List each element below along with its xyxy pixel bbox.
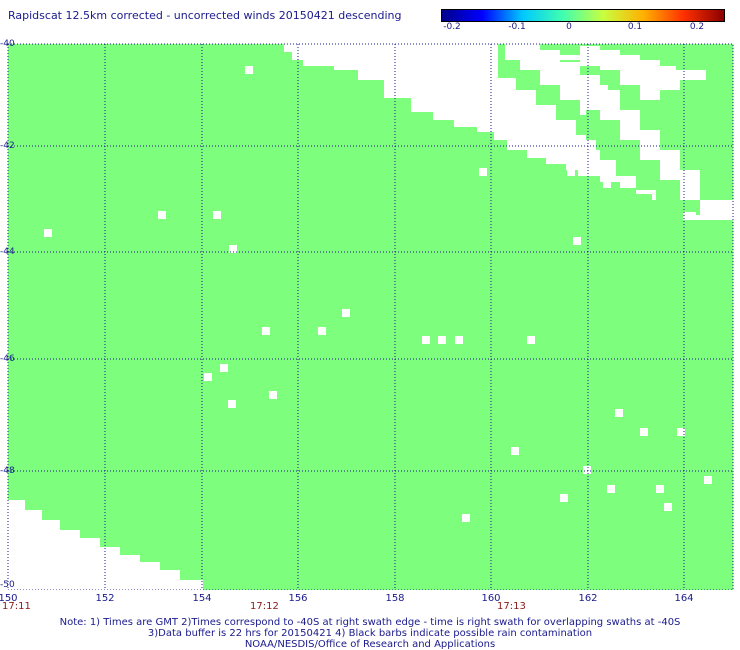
missing-data-cell [220, 364, 228, 372]
missing-data-cell [204, 373, 212, 381]
lon-label: 164 [674, 593, 694, 604]
missing-data-cell [583, 466, 591, 474]
swath-time: 17:12 [250, 601, 279, 612]
swath-strip [586, 110, 700, 215]
missing-data-cell [455, 336, 463, 344]
swath-polygon [8, 44, 733, 590]
missing-data-cell [573, 237, 581, 245]
missing-data-cell [462, 514, 470, 522]
missing-data-cell [567, 168, 575, 176]
lat-lon-grid [7, 43, 734, 590]
missing-data-cell [640, 428, 648, 436]
missing-data-cell [560, 494, 568, 502]
missing-data-cell [318, 327, 326, 335]
lon-label: 154 [192, 593, 212, 604]
missing-data-cell [229, 245, 237, 253]
missing-data-cell [683, 212, 691, 220]
lat-label: -44 [0, 247, 15, 257]
lon-label: 162 [578, 593, 598, 604]
swath-time: 17:11 [2, 601, 31, 612]
color-scale-bar [441, 9, 725, 22]
missing-data-cell [262, 327, 270, 335]
footnote-line-3: NOAA/NESDIS/Office of Research and Appli… [244, 639, 496, 650]
missing-data-cell [479, 168, 487, 176]
missing-data-cell [158, 211, 166, 219]
scale-tick: -0.2 [443, 22, 461, 32]
swath-strip [498, 44, 610, 150]
data-gaps [44, 66, 712, 522]
missing-data-cell [342, 309, 350, 317]
lon-label: 160 [481, 593, 501, 604]
lon-label: 158 [385, 593, 405, 604]
missing-data-cell [213, 211, 221, 219]
missing-data-cell [269, 391, 277, 399]
missing-data-cell [603, 180, 611, 188]
lon-label: 152 [95, 593, 115, 604]
lat-label: -40 [0, 39, 15, 49]
scale-tick: 0 [566, 22, 572, 32]
missing-data-cell [438, 336, 446, 344]
missing-data-cell [578, 168, 586, 176]
missing-data-cell [607, 485, 615, 493]
swath-coverage [8, 44, 733, 590]
wind-swath-map [7, 43, 734, 590]
missing-data-cell [605, 95, 613, 103]
missing-data-cell [664, 503, 672, 511]
scale-tick: 0.2 [689, 22, 705, 32]
footnote-line-1: Note: 1) Times are GMT 2)Times correspon… [59, 617, 681, 628]
lat-label: -42 [0, 141, 15, 151]
scale-tick: 0.1 [627, 22, 643, 32]
missing-data-cell [511, 447, 519, 455]
missing-data-cell [656, 485, 664, 493]
lat-label: -50 [0, 580, 15, 590]
lon-label: 156 [288, 593, 308, 604]
missing-data-cell [615, 409, 623, 417]
lat-label: -46 [0, 354, 15, 364]
lon-label: 150 [0, 593, 18, 604]
footnote-line-2: 3)Data buffer is 22 hrs for 20150421 4) … [147, 628, 593, 639]
missing-data-cell [422, 336, 430, 344]
missing-data-cell [677, 428, 685, 436]
swath-strip [560, 60, 733, 200]
map-frame [7, 43, 734, 590]
missing-data-cell [704, 476, 712, 484]
swath-time: 17:13 [497, 601, 526, 612]
lat-label: -48 [0, 466, 15, 476]
scale-tick: -0.1 [508, 22, 526, 32]
missing-data-cell [688, 212, 696, 220]
missing-data-cell [527, 336, 535, 344]
map-title: Rapidscat 12.5km corrected - uncorrected… [8, 9, 402, 22]
missing-data-cell [228, 400, 236, 408]
missing-data-cell [600, 85, 608, 93]
missing-data-cell [245, 66, 253, 74]
missing-data-cell [44, 229, 52, 237]
swath-strip [540, 44, 733, 75]
missing-data-cell [590, 80, 598, 88]
